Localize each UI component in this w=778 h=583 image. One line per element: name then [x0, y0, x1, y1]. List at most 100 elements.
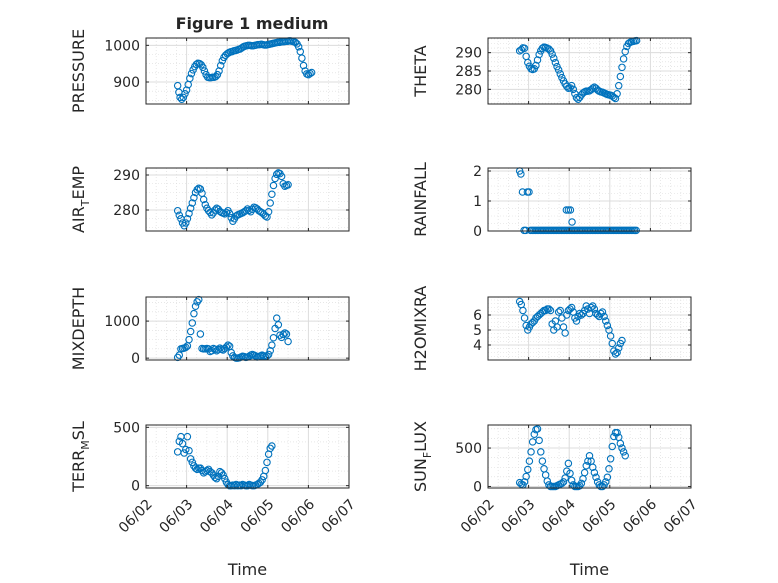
- data-point: [520, 314, 529, 322]
- data-point: [522, 472, 530, 481]
- data-point: [195, 295, 203, 304]
- data-point: [562, 206, 571, 214]
- y-tick-label: 280: [455, 82, 482, 98]
- data-point: [201, 201, 210, 209]
- data-point: [537, 448, 545, 456]
- axes-frame: [487, 167, 692, 232]
- data-point: [548, 50, 556, 58]
- data-point: [590, 305, 599, 313]
- data-point: [279, 330, 287, 339]
- data-point: [199, 63, 207, 72]
- y-tick-label: 4: [473, 338, 482, 354]
- data-point: [561, 474, 569, 482]
- data-point: [193, 465, 201, 474]
- data-point: [178, 439, 187, 448]
- data-point: [592, 473, 600, 481]
- data-point: [558, 479, 566, 488]
- data-point: [561, 329, 569, 337]
- data-point: [545, 305, 553, 313]
- data-point: [183, 215, 192, 223]
- data-point: [213, 70, 222, 79]
- data-point: [272, 314, 281, 322]
- data-point: [632, 226, 640, 235]
- data-point: [182, 445, 190, 454]
- data-point: [598, 308, 607, 316]
- data-point: [538, 457, 547, 465]
- y-tick-label: 280: [113, 203, 140, 219]
- axes-frame: [487, 296, 692, 361]
- y-axis-label: SUNFLUX: [411, 421, 434, 492]
- y-tick-label: 2: [473, 164, 482, 180]
- data-point: [618, 444, 626, 452]
- axes-rainfall: 0 1 2 RAINFALL: [411, 162, 692, 240]
- data-point: [601, 317, 610, 325]
- data-point: [307, 68, 316, 77]
- data-point: [588, 84, 597, 92]
- data-point: [551, 58, 560, 67]
- data-point: [281, 329, 289, 337]
- data-point: [188, 458, 197, 467]
- data-point: [520, 478, 529, 486]
- x-axis-label: Time: [569, 560, 609, 579]
- data-point: [225, 209, 234, 218]
- data-point: [263, 458, 271, 467]
- data-point: [603, 473, 612, 481]
- data-point: [600, 312, 608, 321]
- axes-frame: [145, 424, 350, 489]
- data-point: [618, 336, 626, 345]
- data-point: [185, 446, 193, 455]
- y-tick-label: 285: [455, 64, 482, 80]
- data-point: [618, 63, 626, 72]
- data-point: [569, 85, 578, 94]
- data-point: [603, 321, 612, 330]
- y-tick-label: 290: [455, 46, 482, 62]
- data-point: [614, 344, 623, 352]
- data-point: [187, 69, 196, 78]
- axes-frame: [145, 296, 350, 361]
- data-point: [183, 432, 192, 441]
- data-point: [179, 93, 188, 102]
- data-point: [221, 474, 229, 483]
- y-tick-label: 900: [113, 75, 140, 91]
- data-point: [212, 72, 220, 81]
- data-point: [606, 332, 615, 340]
- axes-pressure: 900 1000 PRESSURE: [69, 29, 350, 113]
- data-point: [190, 309, 198, 318]
- data-point: [608, 442, 616, 451]
- data-point: [554, 66, 563, 74]
- data-point: [199, 195, 208, 204]
- data-point: [268, 190, 276, 199]
- data-point: [274, 321, 283, 329]
- data-point: [284, 181, 292, 189]
- y-axis-label: THETA: [411, 45, 430, 97]
- y-tick-label: 0: [131, 479, 140, 495]
- data-point: [219, 471, 227, 479]
- y-tick-label: 5: [473, 323, 482, 339]
- data-point: [261, 466, 270, 475]
- data-point: [524, 58, 532, 67]
- data-point: [545, 45, 553, 53]
- data-point: [298, 54, 306, 62]
- data-point: [200, 67, 209, 75]
- y-tick-label: 6: [473, 308, 482, 324]
- data-point: [185, 209, 193, 218]
- data-point: [196, 330, 205, 338]
- data-point: [306, 69, 314, 78]
- data-point: [621, 451, 629, 460]
- data-point: [196, 185, 205, 193]
- data-point: [272, 170, 281, 179]
- data-point: [530, 430, 539, 438]
- data-point: [191, 302, 200, 311]
- data-point: [564, 459, 573, 468]
- data-point: [567, 476, 576, 485]
- y-tick-label: 500: [455, 441, 482, 457]
- data-point: [268, 341, 276, 349]
- data-point: [621, 47, 629, 56]
- data-point: [520, 44, 529, 53]
- data-point: [564, 206, 573, 214]
- data-point: [611, 94, 620, 103]
- data-point: [567, 81, 576, 90]
- data-point: [263, 352, 271, 360]
- y-axis-label: MIXDEPTH: [69, 287, 88, 370]
